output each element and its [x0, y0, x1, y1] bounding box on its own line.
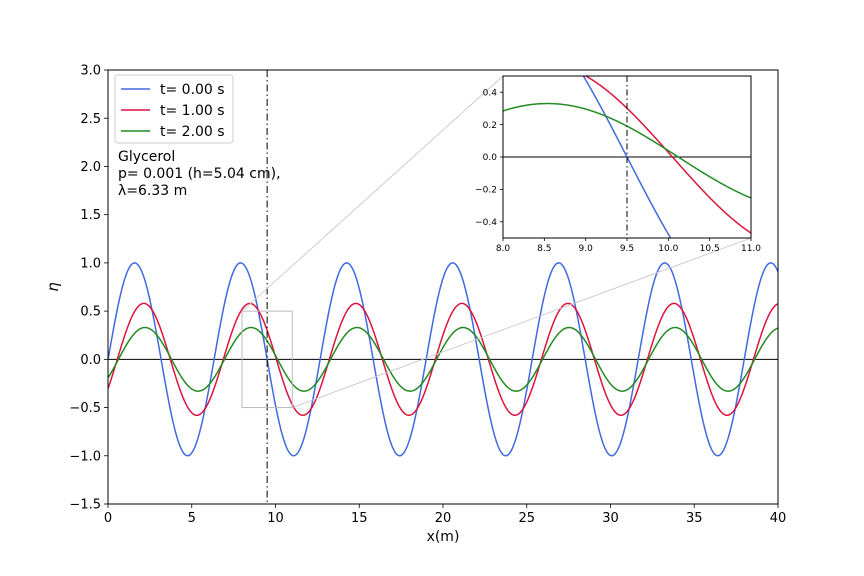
main-y-ticks: −1.5 −1.0 −0.5 0.0 0.5 1.0 1.5 2.0 2.5 3.0 [69, 64, 108, 513]
main-x-tick-label: 0 [104, 511, 112, 526]
legend-box [114, 74, 234, 144]
main-series-group [108, 262, 778, 457]
main-y-tick-label: 1.0 [80, 256, 101, 271]
annotation-text: Glycerol p= 0.001 (h=5.04 cm), λ=6.33 m [118, 149, 281, 199]
main-y-tick-label: 2.0 [80, 160, 101, 175]
inset-x-tick-label: 10.5 [700, 244, 720, 254]
main-x-tick-label: 40 [770, 511, 787, 526]
inset-x-tick-label: 9.0 [579, 244, 594, 254]
inset-plot: 8.0 8.5 9.0 9.5 10.0 10.5 11.0 −0.4 −0.2 0.0 0.2 0… [475, 75, 761, 254]
connector-line-top [241, 75, 504, 312]
inset-x-tick-label: 9.5 [620, 244, 634, 254]
inset-indicator-box [241, 310, 293, 409]
connector-line-bottom [292, 237, 752, 408]
main-x-tick-label: 5 [188, 511, 196, 526]
main-y-tick-label: −1.5 [69, 498, 101, 513]
inset-x-tick-label: 10.0 [658, 244, 678, 254]
inset-connector-lines [241, 75, 752, 408]
main-series-line-2 [108, 326, 778, 392]
inset-y-tick-label: 0.2 [483, 121, 497, 131]
inset-x-tick-label: 11.0 [741, 244, 761, 254]
main-x-tick-label: 10 [267, 511, 284, 526]
main-x-tick-label: 15 [351, 511, 368, 526]
annotation-line-3: λ=6.33 m [118, 183, 187, 199]
inset-y-ticks: −0.4 −0.2 0.0 0.2 0.4 [475, 88, 503, 228]
inset-y-tick-label: −0.4 [475, 218, 497, 228]
main-series-line-1 [108, 302, 778, 417]
legend: t= 0.00 s t= 1.00 s t= 2.00 s [114, 74, 234, 144]
inset-x-ticks: 8.0 8.5 9.0 9.5 10.0 10.5 11.0 [496, 238, 761, 254]
main-y-tick-label: 1.5 [80, 208, 101, 223]
main-x-tick-label: 35 [686, 511, 703, 526]
main-x-tick-label: 25 [518, 511, 535, 526]
main-x-axis-label: x(m) [427, 529, 460, 545]
inset-x-tick-label: 8.0 [496, 244, 511, 254]
main-y-tick-label: 0.5 [80, 305, 101, 320]
main-series-line-0 [108, 262, 778, 457]
main-x-tick-label: 20 [435, 511, 452, 526]
inset-indicator-rect [241, 310, 293, 409]
legend-label-2: t= 2.00 s [160, 124, 225, 140]
inset-y-tick-label: 0.4 [483, 88, 498, 98]
legend-label-1: t= 1.00 s [160, 103, 225, 119]
main-x-ticks: 0 5 10 15 20 25 30 35 40 [104, 504, 786, 526]
inset-y-tick-label: −0.2 [475, 186, 497, 196]
main-x-tick-label: 30 [602, 511, 619, 526]
main-y-tick-label: 0.0 [80, 353, 101, 368]
inset-y-tick-label: 0.0 [483, 153, 498, 163]
main-y-tick-label: 2.5 [80, 112, 101, 127]
main-plot: 0 5 10 15 20 25 30 35 40 −1.5 −1.0 −0.5 0.0 0.5 1.0 1.… [44, 64, 786, 545]
main-y-tick-label: −0.5 [69, 401, 101, 416]
inset-x-tick-label: 8.5 [537, 244, 551, 254]
annotation-line-2: p= 0.001 (h=5.04 cm), [118, 166, 281, 182]
main-y-tick-label: −1.0 [69, 449, 101, 464]
main-y-tick-label: 3.0 [80, 64, 101, 79]
annotation-line-1: Glycerol [118, 149, 175, 165]
legend-label-0: t= 0.00 s [160, 82, 225, 98]
main-y-axis-label: η [44, 282, 62, 292]
